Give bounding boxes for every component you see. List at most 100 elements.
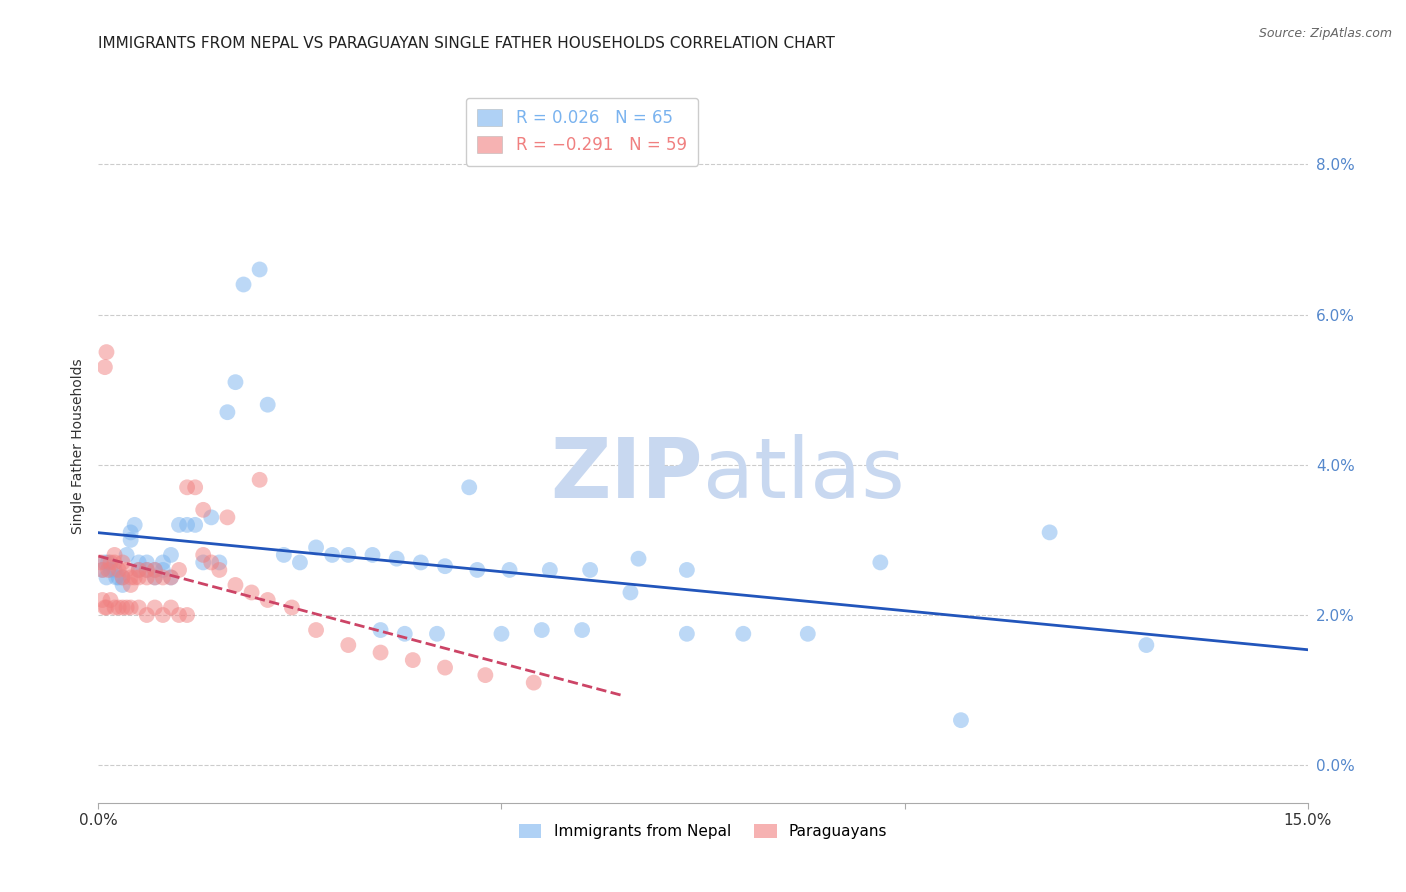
Text: Source: ZipAtlas.com: Source: ZipAtlas.com (1258, 27, 1392, 40)
Text: atlas: atlas (703, 434, 904, 515)
Point (94, 360, 117, 375)
Point (115, 548, 138, 562)
Point (676, 563, 699, 577)
Point (107, 570, 129, 584)
Point (120, 533, 142, 547)
Point (120, 570, 142, 584)
Point (143, 570, 166, 584)
Point (97, 556, 120, 570)
Point (619, 585, 641, 599)
Point (273, 548, 295, 562)
Point (143, 563, 166, 577)
Point (200, 510, 222, 524)
Point (498, 563, 520, 577)
Point (120, 600, 142, 615)
Point (305, 623, 328, 637)
Point (337, 638, 360, 652)
Point (385, 551, 408, 566)
Point (91, 563, 114, 577)
Point (176, 517, 198, 532)
Point (305, 541, 328, 555)
Point (143, 600, 166, 615)
Point (733, 627, 755, 641)
Point (949, 713, 972, 727)
Point (111, 570, 134, 584)
Point (321, 548, 343, 562)
Point (370, 623, 392, 637)
Point (111, 556, 134, 570)
Point (167, 607, 190, 622)
Point (224, 578, 246, 592)
Point (249, 262, 271, 277)
Point (217, 405, 239, 419)
Point (143, 563, 166, 577)
Point (128, 600, 150, 615)
Point (100, 556, 122, 570)
Point (90, 556, 112, 570)
Point (120, 578, 142, 592)
Point (100, 593, 122, 607)
Point (538, 563, 561, 577)
Point (143, 570, 166, 584)
Point (94, 600, 117, 615)
Point (160, 600, 183, 615)
Point (103, 563, 125, 577)
Point (523, 675, 546, 690)
Point (426, 627, 449, 641)
Y-axis label: Single Father Households: Single Father Households (72, 359, 86, 533)
Point (193, 548, 215, 562)
Point (128, 570, 150, 584)
Point (152, 563, 174, 577)
Point (571, 623, 593, 637)
Point (402, 653, 425, 667)
Point (184, 480, 207, 494)
Point (115, 563, 138, 577)
Point (135, 607, 157, 622)
Point (797, 627, 820, 641)
Point (491, 627, 513, 641)
Point (458, 480, 481, 494)
Point (128, 556, 150, 570)
Legend: Immigrants from Nepal, Paraguayans: Immigrants from Nepal, Paraguayans (512, 818, 894, 845)
Point (97, 563, 120, 577)
Point (249, 473, 271, 487)
Point (115, 600, 138, 615)
Point (256, 593, 278, 607)
Point (530, 623, 553, 637)
Point (111, 578, 134, 592)
Point (256, 398, 278, 412)
Point (135, 570, 157, 584)
Point (111, 600, 134, 615)
Point (240, 585, 263, 599)
Point (160, 570, 183, 584)
Point (208, 563, 231, 577)
Point (288, 556, 311, 570)
Point (184, 517, 207, 532)
Point (200, 556, 222, 570)
Point (193, 503, 215, 517)
Text: ZIP: ZIP (551, 434, 703, 515)
Point (107, 563, 129, 577)
Point (120, 525, 142, 540)
Point (370, 646, 392, 660)
Point (474, 668, 496, 682)
Point (1135, 638, 1157, 652)
Point (434, 660, 457, 674)
Point (152, 570, 174, 584)
Point (128, 563, 150, 577)
Point (103, 600, 125, 615)
Point (434, 559, 457, 574)
Point (91, 593, 114, 607)
Point (160, 548, 183, 562)
Point (100, 563, 122, 577)
Point (217, 510, 239, 524)
Point (224, 375, 246, 389)
Point (152, 607, 174, 622)
Text: IMMIGRANTS FROM NEPAL VS PARAGUAYAN SINGLE FATHER HOUSEHOLDS CORRELATION CHART: IMMIGRANTS FROM NEPAL VS PARAGUAYAN SING… (98, 36, 835, 51)
Point (409, 556, 432, 570)
Point (193, 556, 215, 570)
Point (337, 548, 360, 562)
Point (176, 607, 198, 622)
Point (676, 627, 699, 641)
Point (152, 556, 174, 570)
